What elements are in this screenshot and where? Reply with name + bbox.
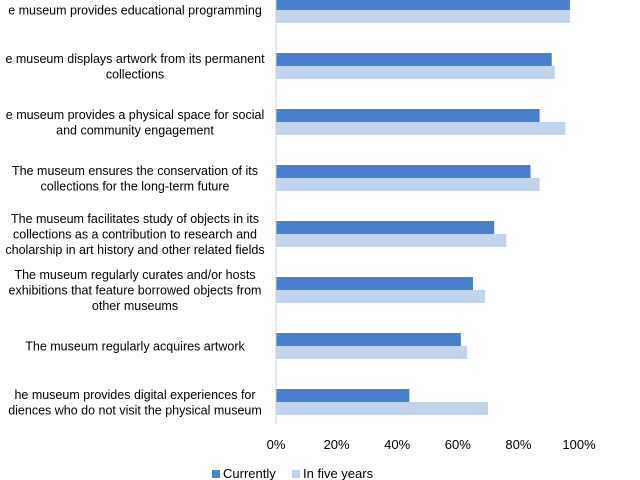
x-tick-label: 80% bbox=[505, 437, 531, 452]
category-label: he museum provides digital experiences f… bbox=[8, 388, 262, 418]
x-tick-label: 0% bbox=[267, 437, 286, 452]
category-label-line: The museum regularly acquires artwork bbox=[25, 340, 245, 354]
category-label-line: The museum facilitates study of objects … bbox=[11, 212, 259, 226]
category-label-line: collections bbox=[106, 67, 164, 81]
category-label-line: other museums bbox=[92, 299, 178, 313]
bar-currently-3 bbox=[276, 109, 540, 122]
category-labels: e museum provides educational programmin… bbox=[5, 4, 265, 418]
bar-in-five-years-5 bbox=[276, 234, 507, 247]
category-label-line: he museum provides digital experiences f… bbox=[14, 388, 255, 402]
legend-label-in-five-years: In five years bbox=[303, 466, 374, 480]
category-label-line: e museum displays artwork from its perma… bbox=[5, 52, 265, 66]
bar-currently-7 bbox=[276, 333, 461, 346]
bar-in-five-years-1 bbox=[276, 10, 570, 23]
category-label-line: The museum ensures the conservation of i… bbox=[12, 164, 258, 178]
category-label-line: collections as a contribution to researc… bbox=[13, 228, 257, 242]
bar-in-five-years-7 bbox=[276, 346, 467, 359]
category-label: The museum regularly curates and/or host… bbox=[9, 268, 262, 313]
category-label-line: e museum provides educational programmin… bbox=[8, 4, 262, 18]
bar-in-five-years-4 bbox=[276, 178, 540, 191]
category-label: e museum provides educational programmin… bbox=[8, 4, 262, 18]
category-label: The museum facilitates study of objects … bbox=[5, 212, 264, 257]
x-tick-label: 20% bbox=[324, 437, 350, 452]
bars-group bbox=[276, 0, 570, 415]
bar-in-five-years-3 bbox=[276, 122, 566, 135]
x-tick-label: 40% bbox=[384, 437, 410, 452]
legend: Currently In five years bbox=[212, 466, 374, 480]
bar-currently-1 bbox=[276, 0, 570, 10]
bar-in-five-years-6 bbox=[276, 290, 486, 303]
bar-currently-4 bbox=[276, 165, 531, 178]
category-label-line: and community engagement bbox=[56, 123, 214, 137]
category-label: e museum provides a physical space for s… bbox=[6, 108, 264, 138]
x-tick-label: 100% bbox=[562, 437, 596, 452]
bar-in-five-years-8 bbox=[276, 402, 489, 415]
category-label-line: cholarship in art history and other rela… bbox=[5, 243, 264, 257]
category-label-line: collections for the long-term future bbox=[41, 179, 230, 193]
category-label: The museum ensures the conservation of i… bbox=[12, 164, 258, 194]
bar-currently-6 bbox=[276, 277, 473, 290]
category-label-line: diences who do not visit the physical mu… bbox=[8, 403, 262, 417]
bar-in-five-years-2 bbox=[276, 66, 555, 79]
category-label: e museum displays artwork from its perma… bbox=[5, 52, 265, 82]
category-label-line: exhibitions that feature borrowed object… bbox=[9, 284, 262, 298]
legend-label-currently: Currently bbox=[223, 466, 276, 480]
category-label-line: The museum regularly curates and/or host… bbox=[14, 268, 255, 282]
category-label: The museum regularly acquires artwork bbox=[25, 340, 245, 354]
bar-currently-2 bbox=[276, 53, 552, 66]
x-tick-label: 60% bbox=[445, 437, 471, 452]
bar-currently-5 bbox=[276, 221, 495, 234]
category-label-line: e museum provides a physical space for s… bbox=[6, 108, 264, 122]
legend-swatch-currently bbox=[212, 470, 220, 478]
bar-currently-8 bbox=[276, 389, 410, 402]
x-axis-ticks: 0% 20% 40% 60% 80% 100% bbox=[267, 437, 596, 452]
legend-swatch-in-five-years bbox=[292, 470, 300, 478]
